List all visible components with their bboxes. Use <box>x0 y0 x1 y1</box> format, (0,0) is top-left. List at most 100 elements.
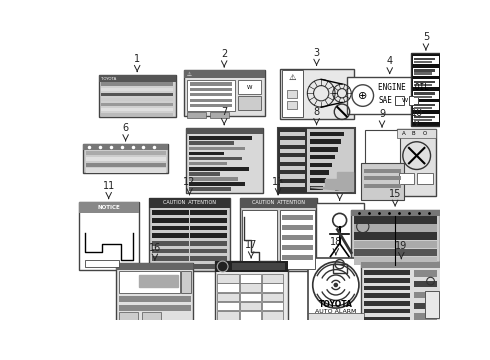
Bar <box>152 210 189 215</box>
Bar <box>86 163 166 167</box>
Bar <box>364 270 410 275</box>
Bar <box>417 172 433 184</box>
Bar <box>262 302 283 310</box>
Bar <box>280 166 305 170</box>
Bar <box>414 270 437 276</box>
Bar <box>262 293 283 301</box>
Bar <box>117 264 194 321</box>
Text: 3: 3 <box>314 48 319 58</box>
Bar <box>240 311 261 320</box>
Bar <box>282 235 313 239</box>
Bar <box>83 144 168 173</box>
Bar <box>190 233 227 238</box>
Bar <box>361 262 442 268</box>
Text: 4: 4 <box>387 56 393 66</box>
Bar <box>361 163 404 199</box>
Bar <box>351 210 440 216</box>
Bar <box>189 141 234 145</box>
Bar <box>217 311 239 320</box>
Text: ⊕: ⊕ <box>358 91 368 100</box>
Text: ENGINE  OIL: ENGINE OIL <box>378 84 429 93</box>
Bar <box>347 77 432 114</box>
Text: 9: 9 <box>379 109 385 120</box>
Bar <box>414 95 432 98</box>
Bar <box>280 174 305 179</box>
Text: ⚠: ⚠ <box>289 73 296 82</box>
Bar <box>414 314 437 320</box>
Bar <box>308 314 364 326</box>
Bar <box>86 151 166 155</box>
Bar <box>186 128 263 134</box>
Bar <box>316 203 364 271</box>
Polygon shape <box>310 172 353 191</box>
Bar <box>149 198 230 271</box>
Bar <box>189 172 220 176</box>
Bar <box>190 264 227 269</box>
Bar <box>280 69 354 119</box>
Text: 11: 11 <box>102 181 115 191</box>
Bar <box>190 82 232 86</box>
Bar <box>142 312 161 320</box>
Bar <box>397 129 436 197</box>
Bar <box>262 283 283 292</box>
Bar <box>240 198 317 271</box>
Bar <box>282 225 313 230</box>
Bar <box>364 286 410 291</box>
Bar <box>181 271 191 293</box>
Bar <box>399 172 415 184</box>
Bar <box>310 170 329 175</box>
Bar <box>364 184 401 188</box>
Text: 6: 6 <box>122 123 129 133</box>
Bar <box>238 80 261 94</box>
Bar <box>364 293 410 298</box>
Bar <box>364 278 410 283</box>
Bar <box>242 210 277 269</box>
Text: W: W <box>247 85 252 90</box>
Bar <box>278 128 307 193</box>
Bar <box>189 152 224 155</box>
Bar <box>238 96 261 110</box>
Bar <box>414 81 435 83</box>
Bar <box>413 114 439 122</box>
Bar <box>86 168 166 172</box>
Bar <box>397 129 436 138</box>
Bar <box>280 210 315 269</box>
Bar <box>240 274 261 283</box>
Bar <box>364 176 401 180</box>
Bar <box>280 140 305 145</box>
Bar <box>354 257 438 265</box>
Bar <box>184 70 265 116</box>
Bar <box>414 69 435 72</box>
Bar <box>190 218 227 222</box>
Bar <box>189 188 231 191</box>
Bar <box>354 216 438 224</box>
Text: 2: 2 <box>221 49 227 59</box>
Bar <box>189 147 245 150</box>
Bar <box>215 261 288 272</box>
Bar <box>282 215 313 220</box>
Bar <box>414 58 435 60</box>
Bar <box>190 104 232 107</box>
Bar <box>85 260 120 266</box>
Bar <box>414 72 432 75</box>
Text: A: A <box>402 131 405 136</box>
Bar <box>414 281 437 287</box>
Bar <box>310 147 338 152</box>
Bar <box>217 302 239 310</box>
Bar <box>184 70 265 78</box>
Bar <box>414 93 435 95</box>
Bar <box>152 226 189 230</box>
Bar <box>240 283 261 292</box>
Bar <box>101 87 173 91</box>
Text: W: W <box>402 98 408 103</box>
Text: 1: 1 <box>134 54 140 64</box>
Bar <box>354 241 438 248</box>
Bar <box>78 202 139 213</box>
Bar <box>333 264 346 274</box>
Bar <box>354 249 438 256</box>
Bar <box>413 91 439 99</box>
Text: AUTO ALARM: AUTO ALARM <box>315 310 357 314</box>
Bar <box>149 198 230 208</box>
Bar <box>119 296 191 302</box>
Text: 12: 12 <box>183 177 196 187</box>
